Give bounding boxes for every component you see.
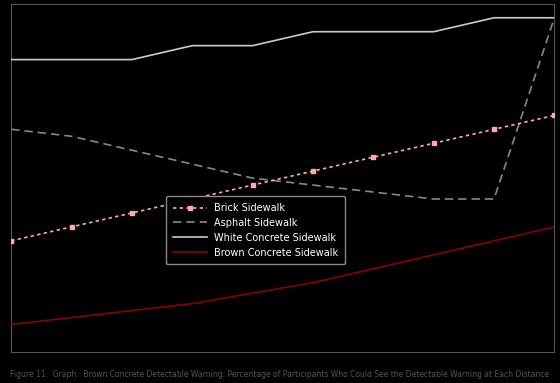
Brick Sidewalk [430, 141, 437, 146]
Brown Concrete Sidewalk [491, 239, 497, 243]
White Concrete Sidewalk [189, 43, 195, 48]
White Concrete Sidewalk [370, 29, 377, 34]
White Concrete Sidewalk [129, 57, 136, 62]
White Concrete Sidewalk [430, 29, 437, 34]
Brick Sidewalk [370, 155, 377, 159]
Brick Sidewalk [249, 183, 256, 187]
White Concrete Sidewalk [310, 29, 316, 34]
Brown Concrete Sidewalk [310, 280, 316, 285]
Brown Concrete Sidewalk [129, 308, 136, 313]
Brown Concrete Sidewalk [249, 291, 256, 295]
Legend: Brick Sidewalk, Asphalt Sidewalk, White Concrete Sidewalk, Brown Concrete Sidewa: Brick Sidewalk, Asphalt Sidewalk, White … [166, 196, 346, 265]
Brick Sidewalk [310, 169, 316, 173]
Brick Sidewalk [491, 127, 497, 132]
Text: Figure 11.  Graph.  Brown Concrete Detectable Warning: Percentage of Participant: Figure 11. Graph. Brown Concrete Detecta… [11, 370, 549, 379]
Brick Sidewalk [551, 113, 558, 118]
Line: Asphalt Sidewalk: Asphalt Sidewalk [11, 18, 554, 199]
Brick Sidewalk [8, 239, 15, 243]
Brick Sidewalk [189, 197, 195, 201]
Asphalt Sidewalk [491, 197, 497, 201]
Asphalt Sidewalk [370, 190, 377, 194]
Line: Brick Sidewalk: Brick Sidewalk [10, 114, 556, 242]
Asphalt Sidewalk [430, 197, 437, 201]
Asphalt Sidewalk [551, 15, 558, 20]
Brown Concrete Sidewalk [68, 315, 75, 320]
Brick Sidewalk [129, 211, 136, 215]
White Concrete Sidewalk [249, 43, 256, 48]
White Concrete Sidewalk [551, 15, 558, 20]
Brown Concrete Sidewalk [8, 322, 15, 327]
Asphalt Sidewalk [68, 134, 75, 139]
Brown Concrete Sidewalk [551, 224, 558, 229]
Line: White Concrete Sidewalk: White Concrete Sidewalk [11, 18, 554, 60]
White Concrete Sidewalk [491, 15, 497, 20]
Brown Concrete Sidewalk [189, 301, 195, 306]
Asphalt Sidewalk [8, 127, 15, 132]
Line: Brown Concrete Sidewalk: Brown Concrete Sidewalk [11, 227, 554, 324]
Brown Concrete Sidewalk [430, 252, 437, 257]
Brown Concrete Sidewalk [370, 267, 377, 271]
Asphalt Sidewalk [129, 148, 136, 152]
Brick Sidewalk [68, 224, 75, 229]
White Concrete Sidewalk [8, 57, 15, 62]
White Concrete Sidewalk [68, 57, 75, 62]
Asphalt Sidewalk [189, 162, 195, 167]
Asphalt Sidewalk [310, 183, 316, 187]
Asphalt Sidewalk [249, 176, 256, 180]
